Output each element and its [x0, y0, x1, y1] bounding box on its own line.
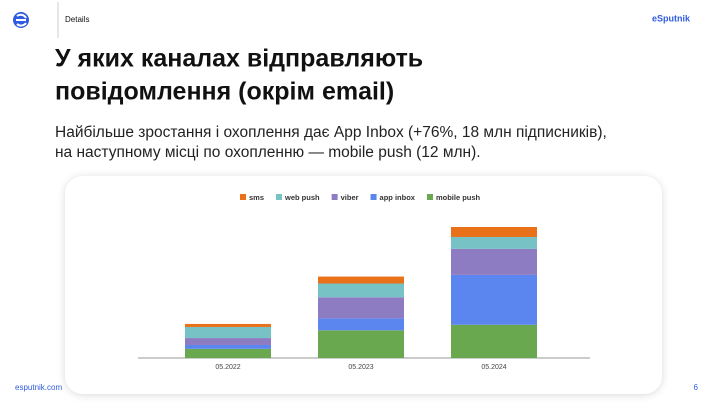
x-tick-label: 05.2024 [481, 364, 506, 371]
legend-swatch [426, 194, 433, 200]
bar-segment [451, 248, 537, 275]
bar-segment [185, 348, 271, 358]
x-tick-label: 05.2022 [215, 364, 240, 371]
legend-swatch [331, 194, 338, 200]
legend-swatch [276, 194, 283, 200]
bar-segment [451, 274, 537, 325]
bar-segment [318, 283, 404, 298]
bar-segment [318, 318, 404, 331]
bar-segment [185, 323, 271, 327]
plot: 05.2022 05.2023 05.2024 sms web push viber app… [185, 193, 537, 371]
x-tick-label: 05.2023 [348, 364, 373, 371]
bar-segment [451, 236, 537, 249]
legend-swatch [240, 194, 246, 200]
subtitle-line: на наступному місці по охопленню — mobil… [55, 144, 481, 161]
bar-segment [451, 227, 537, 237]
footer-site: esputnik.com [15, 383, 62, 392]
title-line: У яких каналах відправляють [55, 45, 423, 73]
bar-segment [185, 338, 271, 345]
bar-segment [185, 344, 271, 349]
bar-segment [185, 326, 271, 339]
legend-label: viber [341, 193, 359, 202]
bar-segment [318, 330, 404, 358]
section-label: Details [65, 15, 89, 24]
bar-segment [318, 276, 404, 284]
bar-segment [451, 324, 537, 358]
legend-label: mobile push [436, 193, 481, 202]
legend-swatch [370, 194, 377, 200]
bar-segment [318, 297, 404, 319]
page-number: 6 [694, 383, 699, 392]
brand: eSputnik [652, 13, 691, 23]
logo-mark [16, 13, 27, 27]
legend-label: app inbox [380, 193, 416, 202]
title-line: повідомлення (окрім email) [55, 78, 394, 106]
legend-label: sms [249, 193, 264, 202]
subtitle-line: Найбільше зростання і охоплення дає App … [55, 124, 607, 141]
legend-label: web push [284, 193, 320, 202]
